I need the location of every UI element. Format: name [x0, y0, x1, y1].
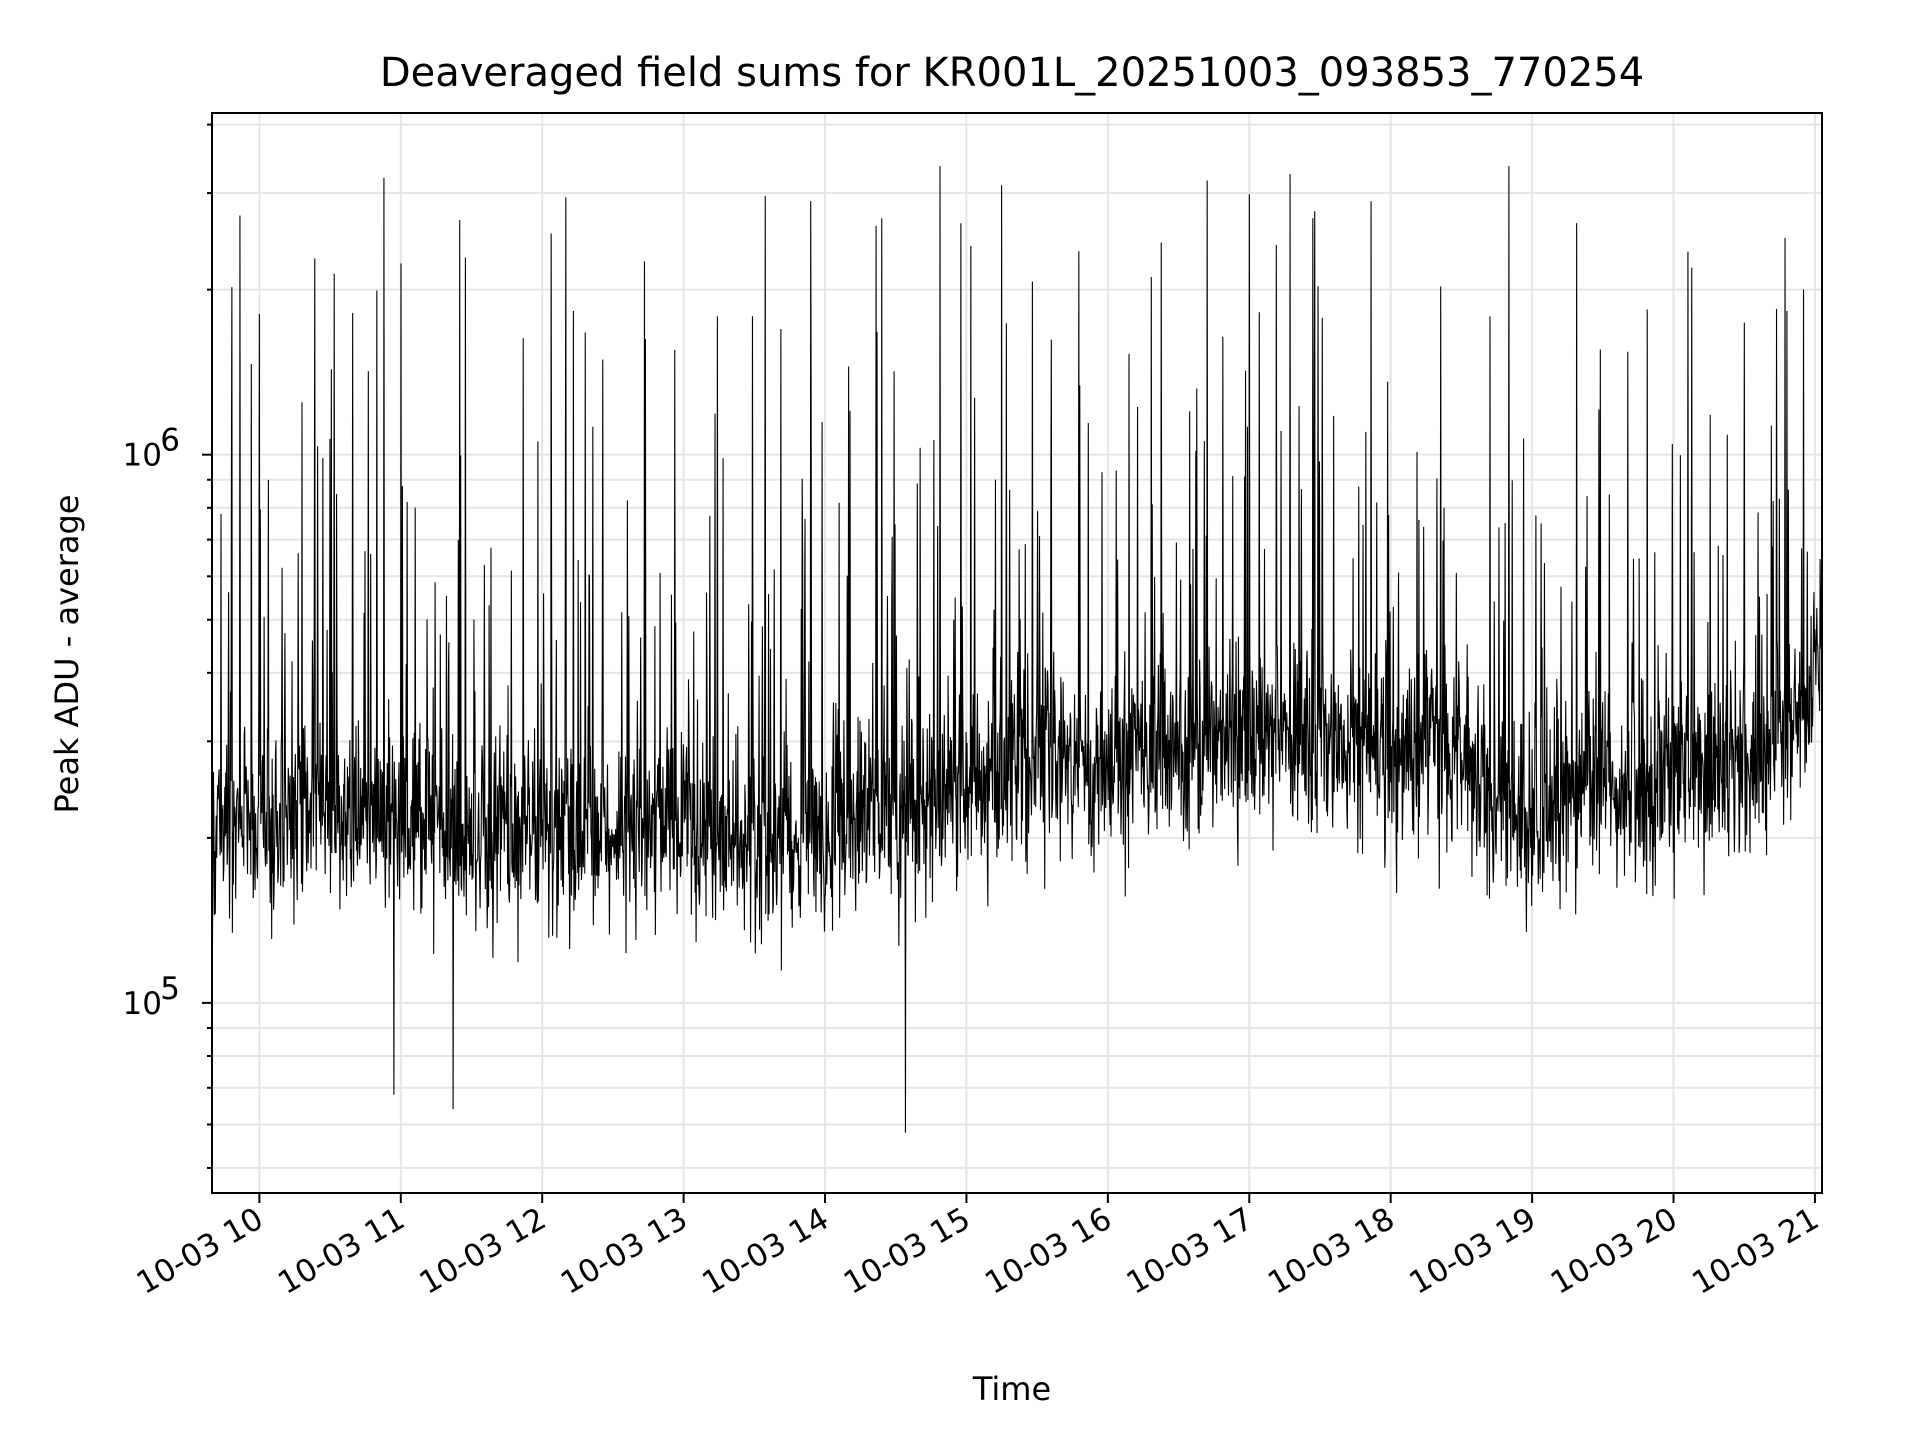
y-axis-label: Peak ADU - average: [48, 495, 86, 814]
x-axis-label: Time: [972, 1370, 1051, 1408]
y-tick-label: 10: [123, 986, 162, 1022]
y-tick-label-exponent: 5: [160, 971, 180, 1007]
plot-frame: [211, 112, 1823, 1194]
chart-title: Deaveraged field sums for KR001L_2025100…: [380, 50, 1644, 96]
series-line-group: [211, 166, 1823, 1133]
series-line: [211, 166, 1823, 1133]
y-tick-label: 10: [123, 438, 162, 474]
y-tick-label-exponent: 6: [160, 423, 180, 459]
